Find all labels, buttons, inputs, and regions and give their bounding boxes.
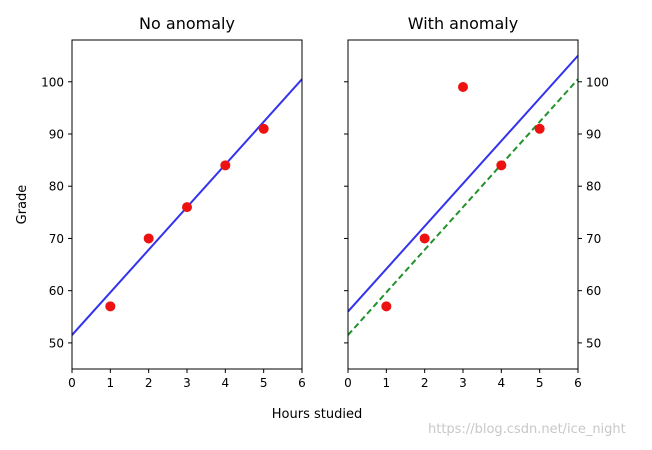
y-tick-label: 90 xyxy=(49,128,64,142)
y-tick-label: 60 xyxy=(49,284,64,298)
y-tick-label: 80 xyxy=(49,180,64,194)
data-point xyxy=(220,160,231,171)
x-tick-label: 2 xyxy=(421,376,429,390)
y-tick-label: 60 xyxy=(586,284,601,298)
watermark-text: https://blog.csdn.net/ice_night xyxy=(428,422,626,437)
y-tick-label: 100 xyxy=(41,75,64,89)
x-tick-label: 6 xyxy=(298,376,306,390)
data-point xyxy=(381,301,392,312)
x-tick-label: 2 xyxy=(145,376,153,390)
subplot-title: No anomaly xyxy=(139,14,235,33)
y-tick-label: 50 xyxy=(49,336,64,350)
fit-line xyxy=(348,54,578,313)
x-tick-label: 6 xyxy=(574,376,582,390)
data-point xyxy=(496,160,507,171)
y-tick-label: 50 xyxy=(586,336,601,350)
y-tick-label: 90 xyxy=(586,128,601,142)
data-point xyxy=(458,82,468,92)
x-tick-label: 0 xyxy=(68,376,76,390)
x-tick-label: 4 xyxy=(498,376,506,390)
subplot-with-anomaly: With anomaly 0 1 2 3 4 5 6 50 60 70 80 90 100 xyxy=(344,14,609,390)
data-point xyxy=(105,301,116,312)
y-tick-label: 100 xyxy=(586,75,609,89)
x-tick-label: 1 xyxy=(383,376,391,390)
x-axis-label: Hours studied xyxy=(272,407,362,422)
x-tick-label: 3 xyxy=(459,376,467,390)
data-point xyxy=(534,123,545,134)
subplot-no-anomaly: No anomaly Grade 0 1 2 3 4 5 6 50 60 70 80 90 100 xyxy=(15,14,306,390)
data-point xyxy=(182,202,192,213)
data-point xyxy=(143,233,154,244)
y-tick-label: 70 xyxy=(49,232,64,246)
y-tick-label: 70 xyxy=(586,232,601,246)
y-tick-label: 80 xyxy=(586,180,601,194)
x-tick-label: 4 xyxy=(222,376,230,390)
x-tick-label: 5 xyxy=(260,376,268,390)
data-point xyxy=(419,233,430,244)
subplot-title: With anomaly xyxy=(408,14,518,33)
dashed-fit-line xyxy=(348,78,578,336)
x-tick-label: 3 xyxy=(183,376,191,390)
data-point xyxy=(258,123,269,134)
y-axis-label: Grade xyxy=(15,185,30,225)
x-tick-label: 0 xyxy=(344,376,352,390)
x-tick-label: 5 xyxy=(536,376,544,390)
x-tick-label: 1 xyxy=(107,376,115,390)
